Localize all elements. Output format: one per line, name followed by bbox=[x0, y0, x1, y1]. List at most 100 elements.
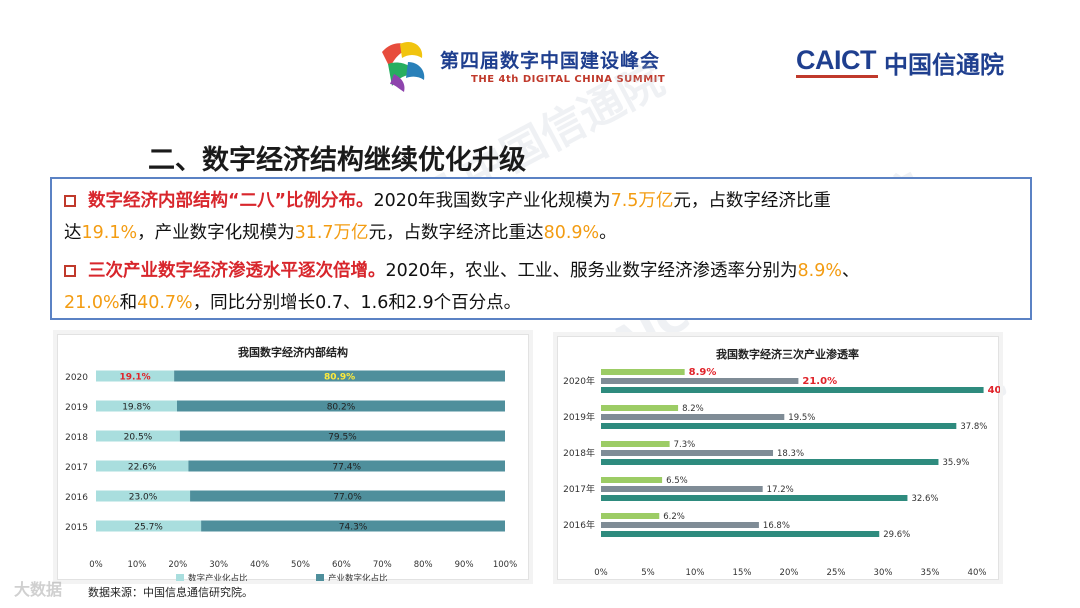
legend-swatch bbox=[316, 574, 324, 582]
data-label: 79.5% bbox=[328, 433, 357, 443]
bar-segment bbox=[176, 400, 505, 412]
x-tick-label: 10% bbox=[127, 560, 146, 570]
bar-segment bbox=[174, 370, 505, 382]
x-tick-label: 35% bbox=[921, 568, 940, 578]
bullet-square-icon bbox=[64, 265, 76, 277]
bar bbox=[601, 423, 957, 429]
bullet-2: 三次产业数字经济渗透水平逐次倍增。2020年，农业、工业、服务业数字经济渗透率分… bbox=[64, 255, 860, 319]
chart-panel-structure: 我国数字经济内部结构 2020 19.1% 80.9% 2019 19.8% 80.2% 2… bbox=[57, 334, 529, 584]
data-label: 19.5% bbox=[788, 413, 815, 423]
bar bbox=[601, 459, 939, 465]
data-source: 数据来源：中国信息通信研究院。 bbox=[88, 586, 253, 599]
bar bbox=[601, 513, 660, 519]
data-label: 6.5% bbox=[666, 476, 688, 486]
text-segment: 元，占数字经济比重达 bbox=[368, 223, 544, 243]
x-tick-label: 20% bbox=[168, 560, 187, 570]
legend-swatch bbox=[176, 574, 184, 582]
caict-logo-underline bbox=[796, 75, 878, 78]
x-tick-label: 90% bbox=[455, 560, 474, 570]
category-label: 2019 bbox=[65, 403, 88, 413]
data-label: 7.3% bbox=[674, 440, 696, 450]
bar-segment bbox=[96, 430, 180, 442]
category-label: 2018 bbox=[65, 433, 88, 443]
data-label: 74.3% bbox=[339, 523, 368, 533]
category-label: 2020年 bbox=[563, 375, 595, 387]
legend-label: 数字产业化占比 bbox=[188, 573, 248, 581]
caict-logo-text: CAICT bbox=[796, 45, 877, 75]
source-watermark: 大数据 bbox=[14, 580, 63, 599]
bar-segment bbox=[96, 520, 202, 532]
text-segment: 40.7% bbox=[137, 293, 193, 313]
bar bbox=[601, 387, 984, 393]
text-segment: 8.9% bbox=[797, 261, 843, 281]
bar bbox=[601, 450, 774, 456]
bar-segment bbox=[96, 400, 177, 412]
text-segment: 7.5万亿 bbox=[610, 191, 674, 211]
digital-china-logo bbox=[382, 41, 425, 92]
data-label: 23.0% bbox=[129, 493, 158, 503]
text-segment: 31.7万亿 bbox=[294, 223, 369, 243]
bar bbox=[601, 378, 799, 384]
bar-segment bbox=[188, 460, 505, 472]
chart-title: 我国数字经济三次产业渗透率 bbox=[716, 348, 859, 361]
data-label: 8.2% bbox=[682, 404, 704, 414]
data-label: 35.9% bbox=[942, 458, 969, 468]
text-segment: 2020年我国数字产业化规模为 bbox=[373, 191, 611, 211]
x-tick-label: 20% bbox=[780, 568, 799, 578]
summary-box: 数字经济内部结构“二八”比例分布。2020年我国数字产业化规模为7.5万亿元，占… bbox=[50, 177, 1032, 320]
data-label: 19.8% bbox=[122, 403, 151, 413]
category-label: 2017年 bbox=[563, 483, 595, 495]
category-label: 2019年 bbox=[563, 411, 595, 423]
text-segment: ，同比分别增长0.7、1.6和2.9个百分点。 bbox=[192, 293, 522, 313]
category-label: 2016年 bbox=[563, 519, 595, 531]
data-label: 20.5% bbox=[124, 433, 153, 443]
data-label: 25.7% bbox=[134, 523, 163, 533]
bar-segment bbox=[96, 460, 189, 472]
text-segment: 、 bbox=[842, 261, 860, 281]
category-label: 2017 bbox=[65, 463, 88, 473]
bar-segment bbox=[179, 430, 505, 442]
text-segment: 元，占数字经济比重 bbox=[673, 191, 831, 211]
x-tick-label: 0% bbox=[594, 568, 608, 578]
text-segment: 80.9% bbox=[543, 223, 600, 243]
bar-segment bbox=[190, 490, 505, 502]
bar bbox=[601, 495, 908, 501]
x-tick-label: 60% bbox=[332, 560, 351, 570]
x-tick-label: 5% bbox=[641, 568, 655, 578]
data-label: 32.6% bbox=[911, 494, 938, 504]
data-label: 22.6% bbox=[128, 463, 157, 473]
text-segment: 21.0% bbox=[64, 293, 120, 313]
x-tick-label: 15% bbox=[733, 568, 752, 578]
x-tick-label: 0% bbox=[89, 560, 103, 570]
text-segment: ，产业数字化规模为 bbox=[137, 223, 295, 243]
caict-logo-cn: 中国信通院 bbox=[884, 51, 1004, 79]
category-label: 2015 bbox=[65, 523, 88, 533]
bullet-1-line1: 数字经济内部结构“二八”比例分布。2020年我国数字产业化规模为7.5万亿元，占… bbox=[88, 191, 831, 211]
text-segment: 三次产业数字经济渗透水平逐次倍增。 bbox=[88, 261, 386, 281]
data-label: 80.9% bbox=[324, 373, 355, 383]
data-label: 16.8% bbox=[763, 521, 790, 531]
bullet-2-line2: 21.0%和40.7%，同比分别增长0.7、1.6和2.9个百分点。 bbox=[64, 293, 521, 313]
slide-title: 二、数字经济结构继续优化升级 bbox=[148, 145, 526, 176]
category-label: 2016 bbox=[65, 493, 88, 503]
bar bbox=[601, 522, 759, 528]
bullet-square-icon bbox=[64, 195, 76, 207]
bar bbox=[601, 369, 685, 375]
x-tick-label: 25% bbox=[827, 568, 846, 578]
x-tick-label: 40% bbox=[968, 568, 987, 578]
bar-segment bbox=[201, 520, 505, 532]
bar bbox=[601, 441, 670, 447]
data-label: 80.2% bbox=[327, 403, 356, 413]
bar-segment bbox=[96, 370, 175, 382]
text-segment: 。 bbox=[599, 223, 617, 243]
x-tick-label: 50% bbox=[291, 560, 310, 570]
legend-label: 产业数字化占比 bbox=[328, 573, 388, 581]
data-label: 77.4% bbox=[332, 463, 361, 473]
x-tick-label: 100% bbox=[493, 560, 517, 570]
text-segment: 和 bbox=[119, 293, 138, 313]
chart-panel-penetration: 我国数字经济三次产业渗透率 2020年 8.9% 21.0% 40.7% 2019年 8.… bbox=[557, 336, 1022, 592]
text-segment: 19.1% bbox=[81, 223, 138, 243]
text-segment: 数字经济内部结构“二八”比例分布。 bbox=[88, 191, 374, 211]
x-tick-label: 70% bbox=[373, 560, 392, 570]
bar bbox=[601, 531, 880, 537]
